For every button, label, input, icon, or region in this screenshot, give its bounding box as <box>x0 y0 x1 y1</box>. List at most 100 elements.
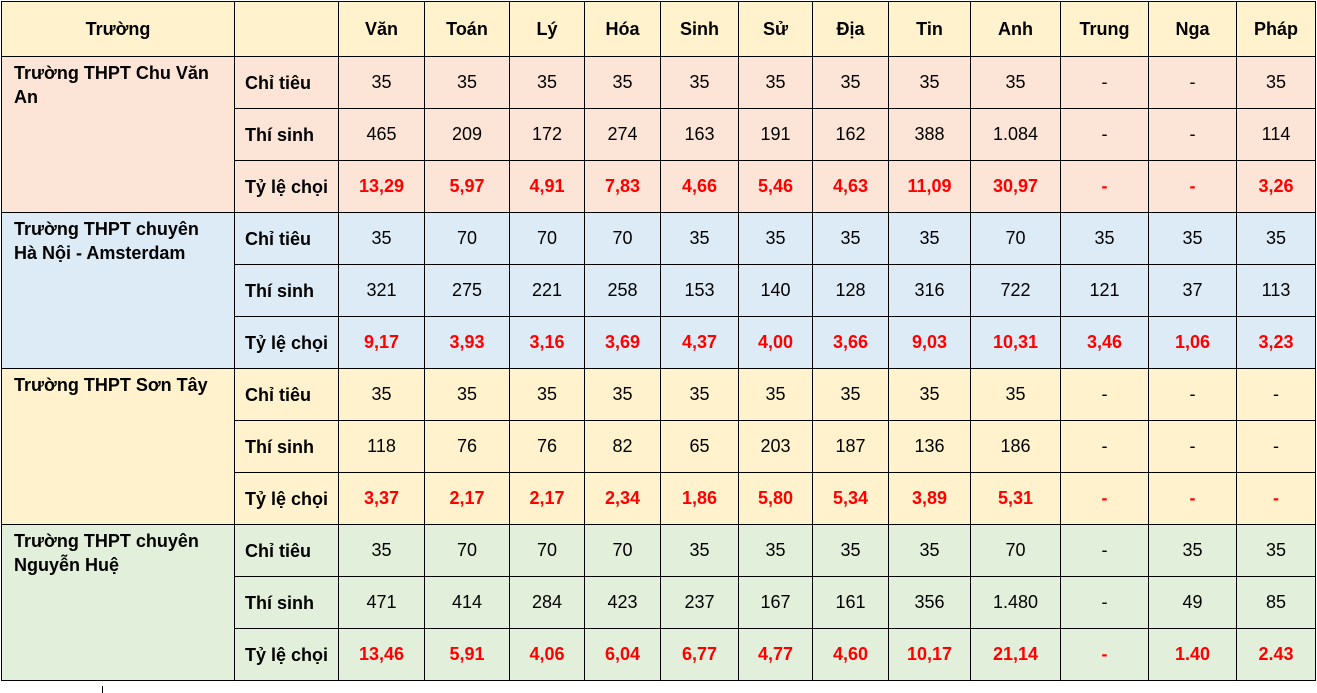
value-cell: 70 <box>509 524 585 577</box>
ratio-cell: 3,89 <box>888 472 971 525</box>
ratio-cell: 13,46 <box>338 628 425 681</box>
ratio-cell: 2.43 <box>1236 628 1316 681</box>
ratio-cell: 5,46 <box>738 160 813 213</box>
ratio-cell: 4,60 <box>812 628 889 681</box>
value-cell: 722 <box>970 264 1061 317</box>
value-cell: - <box>1060 368 1149 421</box>
value-cell: 258 <box>584 264 661 317</box>
value-cell: 35 <box>338 56 425 109</box>
header-subject: Sử <box>738 1 813 57</box>
ratio-cell: - <box>1060 472 1149 525</box>
value-cell: 35 <box>812 524 889 577</box>
table-row: Trường THPT Sơn Tây Chỉ tiêu 35 35 35 35 35 35 3… <box>1 368 1316 525</box>
value-cell: 167 <box>738 576 813 629</box>
value-cell: 35 <box>338 368 425 421</box>
ratio-cell: - <box>1060 628 1149 681</box>
ratio-cell: 4,77 <box>738 628 813 681</box>
ratio-cell: 5,97 <box>424 160 510 213</box>
value-cell: 65 <box>660 420 739 473</box>
metric-label: Chỉ tiêu <box>234 524 339 577</box>
ratio-cell: 3,66 <box>812 316 889 369</box>
value-cell: 70 <box>584 524 661 577</box>
value-cell: 35 <box>1148 212 1237 265</box>
table-row: Trường THPT Chu Văn An Chỉ tiêu 35 35 35 35 35… <box>1 56 1316 213</box>
ratio-cell: 11,09 <box>888 160 971 213</box>
ratio-cell: 6,77 <box>660 628 739 681</box>
value-cell: 118 <box>338 420 425 473</box>
header-school: Trường <box>1 1 235 57</box>
value-cell: 35 <box>584 368 661 421</box>
value-cell: 35 <box>812 368 889 421</box>
value-cell: 128 <box>812 264 889 317</box>
ratio-cell: 3,23 <box>1236 316 1316 369</box>
table-row: Trường THPT chuyên Nguyễn Huệ Chỉ tiêu 35 7… <box>1 524 1316 681</box>
value-cell: 388 <box>888 108 971 161</box>
value-cell: 414 <box>424 576 510 629</box>
value-cell: 35 <box>509 56 585 109</box>
ratio-cell: 4,06 <box>509 628 585 681</box>
header-subject: Hóa <box>584 1 661 57</box>
header-subject: Pháp <box>1236 1 1316 57</box>
value-cell: 140 <box>738 264 813 317</box>
value-cell: 35 <box>812 56 889 109</box>
value-cell: 321 <box>338 264 425 317</box>
header-subject: Văn <box>338 1 425 57</box>
ratio-cell: 2,34 <box>584 472 661 525</box>
admission-ratio-table: Trường Văn Toán Lý Hóa Sinh Sử Địa Tin Anh Trung N… <box>1 1 1316 681</box>
ratio-cell: 4,66 <box>660 160 739 213</box>
value-cell: 35 <box>1060 212 1149 265</box>
value-cell: 35 <box>888 524 971 577</box>
value-cell: 209 <box>424 108 510 161</box>
table-row: Thí sinh 465 209 172 274 163 191 162 388 1.084- -1… <box>1 108 1316 161</box>
ratio-cell: 9,17 <box>338 316 425 369</box>
ratio-cell: 1,86 <box>660 472 739 525</box>
ratio-cell: - <box>1236 472 1316 525</box>
ratio-cell: 3,37 <box>338 472 425 525</box>
value-cell: 237 <box>660 576 739 629</box>
value-cell: 35 <box>970 56 1061 109</box>
value-cell: 161 <box>812 576 889 629</box>
value-cell: 316 <box>888 264 971 317</box>
value-cell: 35 <box>738 524 813 577</box>
value-cell: 76 <box>424 420 510 473</box>
value-cell: 35 <box>970 368 1061 421</box>
value-cell: 35 <box>660 56 739 109</box>
ratio-cell: 7,83 <box>584 160 661 213</box>
value-cell: 49 <box>1148 576 1237 629</box>
value-cell: 203 <box>738 420 813 473</box>
value-cell: 70 <box>584 212 661 265</box>
value-cell: 35 <box>1148 524 1237 577</box>
value-cell: - <box>1148 368 1237 421</box>
value-cell: 121 <box>1060 264 1149 317</box>
value-cell: 70 <box>424 524 510 577</box>
value-cell: - <box>1060 524 1149 577</box>
value-cell: 35 <box>660 212 739 265</box>
ratio-cell: 4,91 <box>509 160 585 213</box>
ratio-cell: - <box>1060 160 1149 213</box>
ratio-cell: 10,31 <box>970 316 1061 369</box>
header-subject: Trung <box>1060 1 1149 57</box>
value-cell: 172 <box>509 108 585 161</box>
value-cell: 162 <box>812 108 889 161</box>
metric-label: Tỷ lệ chọi <box>234 628 339 681</box>
value-cell: 274 <box>584 108 661 161</box>
value-cell: 35 <box>888 368 971 421</box>
value-cell: 35 <box>738 368 813 421</box>
metric-label: Tỷ lệ chọi <box>234 472 339 525</box>
ratio-cell: - <box>1148 472 1237 525</box>
header-subject: Lý <box>509 1 585 57</box>
value-cell: 284 <box>509 576 585 629</box>
ratio-cell: 5,31 <box>970 472 1061 525</box>
ratio-cell: 3,46 <box>1060 316 1149 369</box>
metric-label: Tỷ lệ chọi <box>234 160 339 213</box>
header-subject: Toán <box>424 1 510 57</box>
value-cell: - <box>1060 56 1149 109</box>
value-cell: 70 <box>424 212 510 265</box>
header-row: Trường Văn Toán Lý Hóa Sinh Sử Địa Tin Anh Trung N… <box>1 1 1316 57</box>
ratio-cell: 4,00 <box>738 316 813 369</box>
ratio-cell: 3,93 <box>424 316 510 369</box>
value-cell: 423 <box>584 576 661 629</box>
ratio-cell: - <box>1148 160 1237 213</box>
ratio-cell: 3,16 <box>509 316 585 369</box>
value-cell: 163 <box>660 108 739 161</box>
